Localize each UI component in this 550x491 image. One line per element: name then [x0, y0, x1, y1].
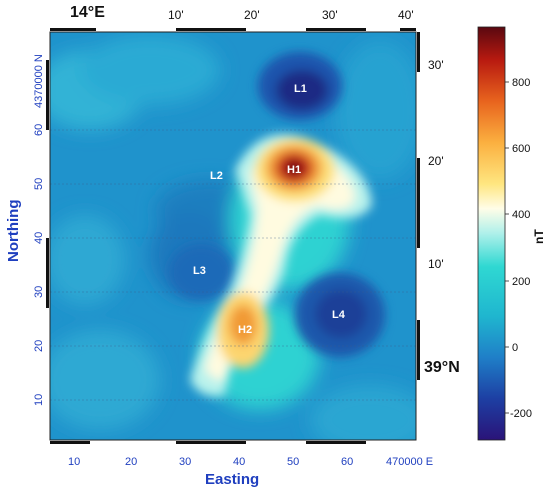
- top-tick-label: 20': [244, 8, 260, 22]
- anomaly-label-h2: H2: [238, 324, 252, 336]
- map-area: [50, 32, 416, 440]
- map-frame: [49, 31, 417, 441]
- northing-tick-label: 60: [33, 124, 45, 136]
- northing-first-label: 4370000 N: [33, 54, 45, 108]
- colorbar-tick-label: 400: [512, 209, 530, 221]
- northing-tick-label: 20: [33, 340, 45, 352]
- easting-tick-label: 50: [287, 456, 299, 468]
- anomaly-label-l3: L3: [193, 265, 206, 277]
- colorbar-tick-label: -200: [510, 408, 532, 420]
- colorbar-tick-label: 600: [512, 143, 530, 155]
- colorbar-tick-label: 800: [512, 77, 530, 89]
- easting-tick-label: 60: [341, 456, 353, 468]
- easting-tick-label: 20: [125, 456, 137, 468]
- northing-ticks: 4370000 N 60 50 40 30 20 10: [33, 54, 45, 406]
- top-tick-label: 40': [398, 8, 414, 22]
- northing-tick-label: 50: [33, 178, 45, 190]
- corner-latitude-label: 39°N: [424, 359, 460, 376]
- anomaly-label-l4: L4: [332, 309, 346, 321]
- colorbar-ticks: [505, 81, 509, 414]
- colorbar-tick-label: 0: [512, 342, 518, 354]
- easting-tick-label: 40: [233, 456, 245, 468]
- top-longitude-ticks: 14°E 10' 20' 30' 40': [70, 4, 414, 22]
- anomaly-label-l2: L2: [210, 170, 223, 182]
- right-tick-label: 30': [428, 58, 444, 72]
- colorbar-tick-label: 200: [512, 276, 530, 288]
- graticule-frame-bars: [46, 28, 420, 444]
- map-grid: [50, 129, 416, 401]
- northing-tick-label: 10: [33, 394, 45, 406]
- easting-tick-label: 30: [179, 456, 191, 468]
- colorbar-ramp: [477, 26, 506, 441]
- northing-tick-label: 40: [33, 232, 45, 244]
- northing-tick-label: 30: [33, 286, 45, 298]
- corner-longitude-label: 14°E: [70, 4, 105, 21]
- anomaly-label-l1: L1: [294, 83, 307, 95]
- easting-tick-label: 10: [68, 456, 80, 468]
- colorbar: 800 600 400 200 0 -200 nT: [477, 26, 546, 441]
- anomaly-labels: L1 L2 H1 L3 H2 L4: [193, 83, 346, 336]
- anomaly-label-h1: H1: [287, 164, 301, 176]
- easting-ticks: 10 20 30 40 50 60 470000 E: [68, 456, 433, 468]
- colorbar-unit-label: nT: [532, 229, 546, 244]
- top-tick-label: 10': [168, 8, 184, 22]
- easting-last-label: 470000 E: [386, 456, 433, 468]
- right-tick-label: 20': [428, 154, 444, 168]
- easting-axis-title: Easting: [205, 471, 259, 488]
- top-tick-label: 30': [322, 8, 338, 22]
- right-latitude-ticks: 30' 20' 10' 39°N: [424, 58, 460, 376]
- right-tick-label: 10': [428, 257, 444, 271]
- northing-axis-title: Northing: [5, 200, 22, 262]
